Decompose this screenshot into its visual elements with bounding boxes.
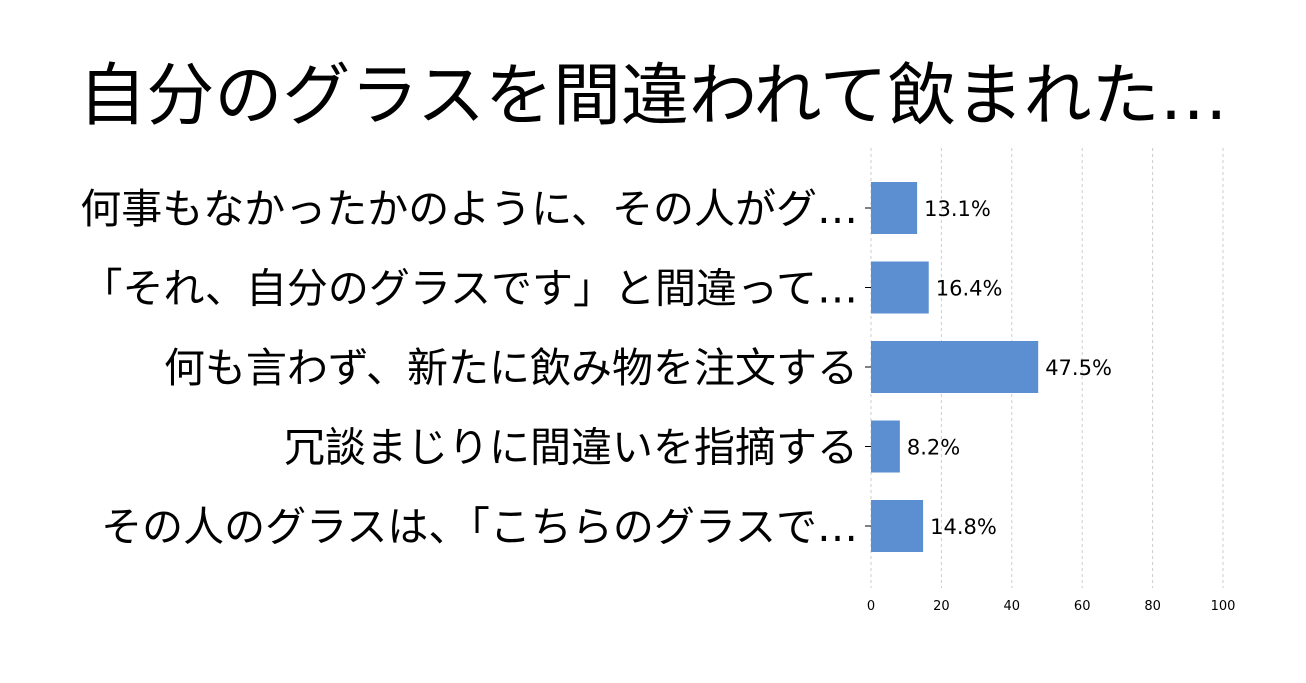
x-tick-label: 20 [933, 599, 950, 614]
chart-title: 自分のグラスを間違われて飲まれた… [78, 57, 1228, 136]
category-label: 「それ、自分のグラスです」と間違って… [81, 265, 858, 313]
x-tick-label: 80 [1144, 599, 1161, 614]
bar [871, 420, 900, 473]
category-label: 冗談まじりに間違いを指摘する [284, 424, 858, 472]
bar-value-label: 16.4% [936, 277, 1003, 301]
bar [871, 261, 929, 314]
bar-value-label: 8.2% [907, 436, 960, 460]
x-tick-label: 40 [1004, 599, 1021, 614]
bar [871, 500, 924, 552]
bars: 13.1% 16.4% 47.5% 8.2% 14.8% [871, 182, 1112, 552]
category-label: その人のグラスは、「こちらのグラスで… [101, 503, 858, 551]
bar [871, 341, 1039, 393]
category-label: 何も言わず、新たに飲み物を注文する [164, 344, 858, 392]
bar-value-label: 14.8% [930, 515, 997, 539]
bar-value-label: 47.5% [1045, 356, 1112, 380]
bar [871, 182, 918, 234]
x-tick-label: 100 [1211, 599, 1236, 614]
category-label: 何事もなかったかのように、その人がグ… [80, 185, 858, 233]
x-tick-label: 0 [867, 599, 875, 614]
x-tick-label: 60 [1074, 599, 1091, 614]
x-axis: 0 20 40 60 80 100 [865, 207, 1236, 614]
bar-value-label: 13.1% [924, 197, 991, 221]
category-labels: 何事もなかったかのように、その人がグ… 「それ、自分のグラスです」と間違って… 何も… [80, 185, 858, 551]
